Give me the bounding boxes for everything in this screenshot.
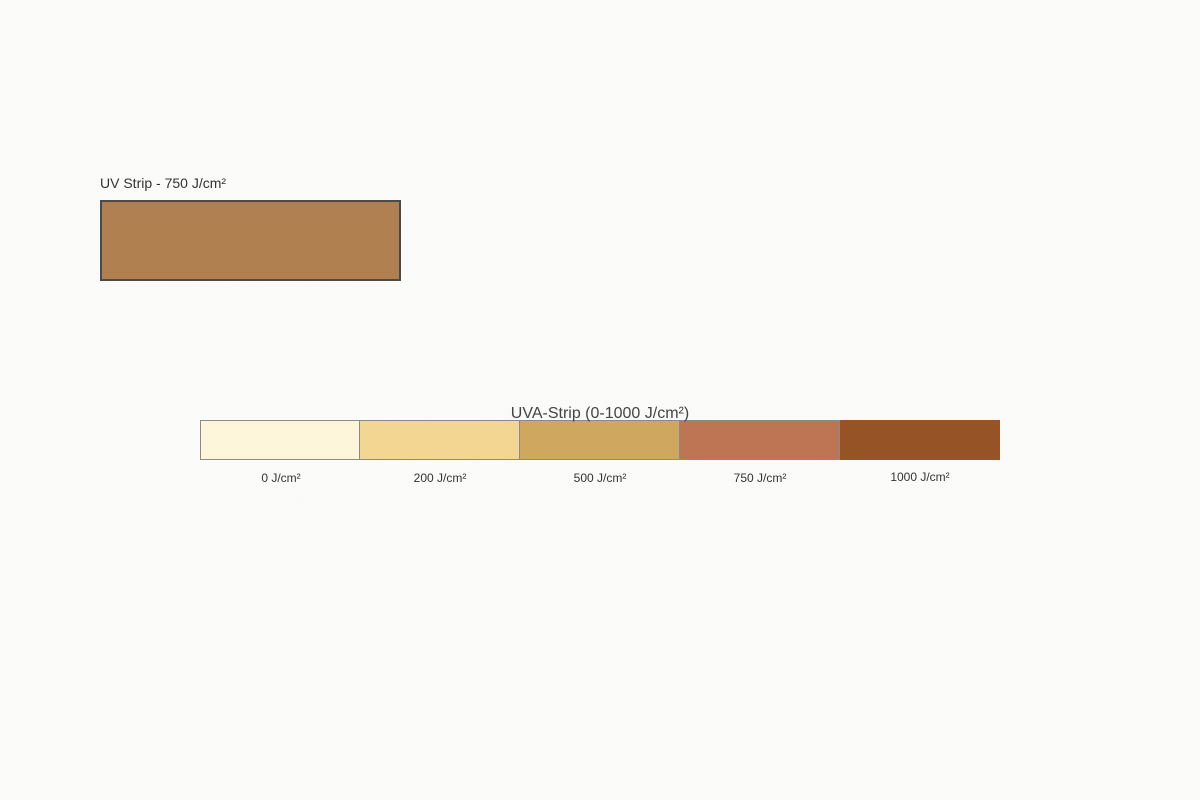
scale-step-0: 0 J/cm² (200, 420, 360, 485)
scale-step-label: 200 J/cm² (413, 471, 467, 485)
uva-reference-scale: 0 J/cm² 200 J/cm² 500 J/cm² 750 J/cm² 10… (200, 420, 1000, 485)
sample-strip-swatch (100, 200, 401, 281)
sample-strip-label: UV Strip - 750 J/cm² (100, 175, 227, 191)
scale-step-label: 500 J/cm² (573, 471, 627, 485)
scale-step-1000: 1000 J/cm² (840, 420, 1000, 484)
scale-title: UVA-Strip (0-1000 J/cm²) (510, 405, 690, 422)
scale-step-200: 200 J/cm² (360, 420, 520, 485)
scale-step-label: 0 J/cm² (261, 471, 301, 485)
scale-step-500: 500 J/cm² (520, 420, 680, 485)
scale-step-label: 1000 J/cm² (890, 470, 950, 484)
scale-step-label: 750 J/cm² (733, 471, 787, 485)
scale-step-750: 750 J/cm² (680, 420, 840, 485)
